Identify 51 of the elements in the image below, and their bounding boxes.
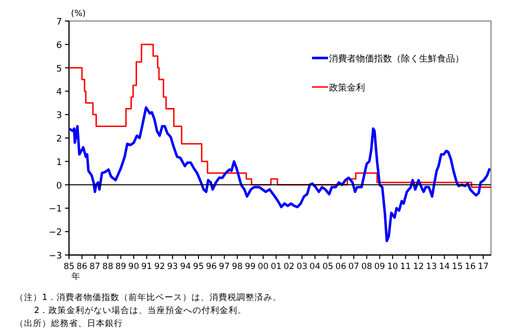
x-tick-label: 14 xyxy=(438,262,450,272)
x-tick-label: 03 xyxy=(296,262,308,272)
x-tick-label: 88 xyxy=(102,262,114,272)
y-axis-title: (%) xyxy=(71,9,86,19)
x-tick-label: 87 xyxy=(89,262,100,272)
y-tick-label: 3 xyxy=(56,111,62,122)
x-tick-label: 08 xyxy=(361,262,372,272)
x-tick-label: 98 xyxy=(232,262,243,272)
x-tick-label: 86 xyxy=(76,262,88,272)
x-tick-label: 89 xyxy=(115,262,126,272)
x-tick-label: 09 xyxy=(374,262,386,272)
x-tick-label: 94 xyxy=(180,262,191,272)
x-tick-label: 15 xyxy=(452,262,463,272)
y-tick-label: 0 xyxy=(56,181,62,192)
x-tick-label: 93 xyxy=(167,262,178,272)
x-tick-label: 02 xyxy=(284,262,294,272)
x-tick-label: 92 xyxy=(154,262,166,272)
text: （出所）総務省、日本銀行 xyxy=(15,318,123,329)
x-tick-label: 11 xyxy=(400,262,411,272)
x-tick-label: 01 xyxy=(270,262,282,272)
x-tick-label: 06 xyxy=(335,262,346,272)
y-tick-label: 6 xyxy=(56,40,62,51)
x-tick-label: 17 xyxy=(478,262,489,272)
x-axis-title: 年 xyxy=(72,271,80,282)
y-tick-label: 1 xyxy=(56,158,62,168)
legend-label: 消費者物価指数（除く生鮮食品） xyxy=(329,54,464,64)
x-tick-label: 12 xyxy=(413,262,424,272)
y-tick-label: −3 xyxy=(48,252,62,262)
text: 2．政策金利がない場合は、当座預金への付利金利。 xyxy=(34,305,246,316)
x-tick-label: 07 xyxy=(348,262,360,272)
x-tick-label: 16 xyxy=(464,262,476,272)
y-tick-label: 4 xyxy=(56,88,62,98)
text: （注）1．消費者物価指数（前年比ベース）は、消費税調整済み。 xyxy=(15,292,282,303)
x-tick-label: 13 xyxy=(426,262,437,272)
y-tick-label: −2 xyxy=(48,228,62,238)
x-tick-label: 10 xyxy=(387,262,398,272)
x-tick-label: 97 xyxy=(218,262,230,272)
y-tick-label: −1 xyxy=(48,204,62,215)
x-tick-label: 95 xyxy=(193,262,204,272)
x-tick-label: 91 xyxy=(141,262,152,272)
x-tick-label: 90 xyxy=(128,262,140,272)
x-tick-label: 99 xyxy=(244,262,256,272)
x-tick-label: 05 xyxy=(322,262,334,272)
y-tick-label: 2 xyxy=(56,134,62,144)
x-tick-label: 85 xyxy=(64,262,74,272)
y-tick-label: 5 xyxy=(56,64,62,74)
x-tick-label: 00 xyxy=(258,262,269,272)
x-tick-label: 96 xyxy=(206,262,217,272)
legend-label: 政策金利 xyxy=(329,82,365,94)
x-tick-label: 04 xyxy=(310,262,320,272)
y-tick-label: 7 xyxy=(56,18,62,28)
